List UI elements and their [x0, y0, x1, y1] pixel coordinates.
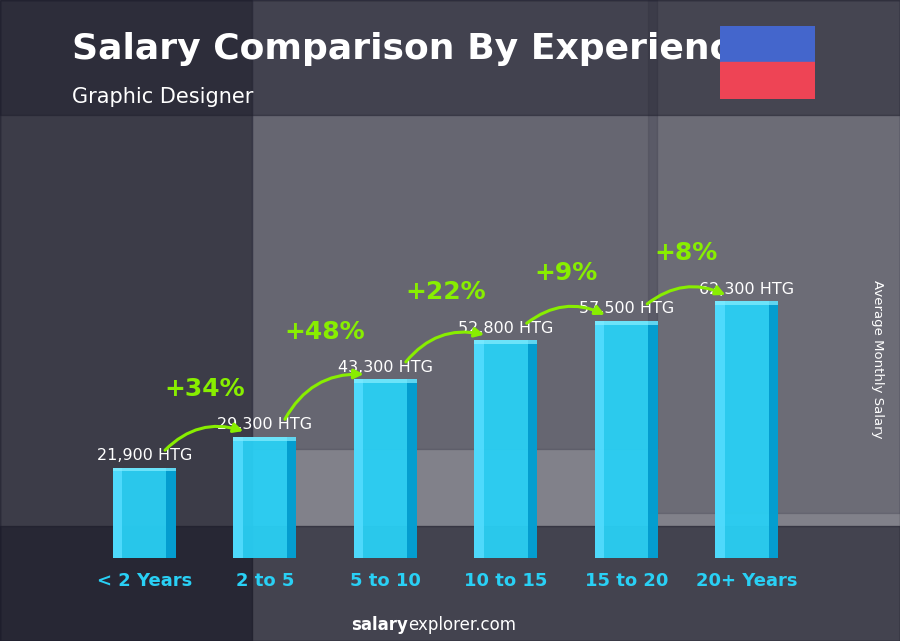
Bar [0, 0, 900, 115]
Bar [354, 379, 417, 383]
Bar [0, 0, 252, 641]
Text: +8%: +8% [655, 242, 718, 265]
Bar [113, 467, 122, 558]
Bar [474, 340, 484, 558]
Text: Graphic Designer: Graphic Designer [72, 87, 254, 106]
Text: 52,800 HTG: 52,800 HTG [458, 320, 554, 336]
Bar [716, 301, 778, 305]
Text: +34%: +34% [164, 377, 245, 401]
Bar [720, 62, 814, 99]
Text: +9%: +9% [535, 261, 598, 285]
Bar [287, 437, 296, 558]
Text: 29,300 HTG: 29,300 HTG [217, 417, 312, 433]
Bar [354, 379, 417, 558]
Bar [233, 437, 296, 558]
Text: 43,300 HTG: 43,300 HTG [338, 360, 433, 375]
Bar [648, 0, 900, 513]
Text: Salary Comparison By Experience: Salary Comparison By Experience [72, 32, 755, 66]
Text: salary: salary [351, 616, 408, 634]
Text: 62,300 HTG: 62,300 HTG [699, 281, 795, 297]
Text: +22%: +22% [405, 281, 486, 304]
Text: 57,500 HTG: 57,500 HTG [579, 301, 674, 317]
Bar [233, 437, 296, 441]
FancyArrowPatch shape [526, 306, 602, 323]
FancyArrowPatch shape [285, 370, 360, 419]
Bar [113, 467, 176, 471]
Bar [595, 321, 604, 558]
Bar [474, 340, 537, 558]
Bar [595, 321, 658, 558]
Text: +48%: +48% [284, 320, 365, 344]
Bar [0, 526, 900, 641]
Text: 21,900 HTG: 21,900 HTG [96, 448, 192, 463]
Bar [527, 340, 537, 558]
Bar [720, 26, 814, 62]
FancyArrowPatch shape [165, 424, 240, 450]
Bar [407, 379, 417, 558]
Bar [113, 467, 176, 558]
Bar [595, 321, 658, 325]
Bar [166, 467, 176, 558]
Bar [354, 379, 364, 558]
FancyArrowPatch shape [647, 287, 723, 304]
Bar [252, 0, 657, 449]
Bar [474, 340, 537, 344]
FancyArrowPatch shape [406, 328, 481, 362]
Bar [648, 321, 658, 558]
Bar [233, 437, 243, 558]
Bar [716, 301, 778, 558]
Text: Average Monthly Salary: Average Monthly Salary [871, 279, 884, 438]
Bar [769, 301, 778, 558]
Text: explorer.com: explorer.com [408, 616, 516, 634]
Bar [716, 301, 724, 558]
